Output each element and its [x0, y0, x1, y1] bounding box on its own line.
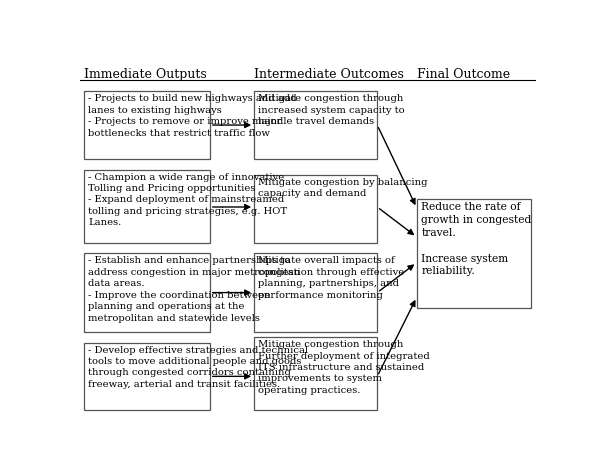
Text: - Develop effective strategies and technical
tools to move additional people and: - Develop effective strategies and techn… [88, 346, 308, 389]
Text: Immediate Outputs: Immediate Outputs [84, 68, 207, 81]
Text: - Establish and enhance partnerships to
address congestion in major metropolitan: - Establish and enhance partnerships to … [88, 256, 300, 323]
FancyBboxPatch shape [254, 91, 377, 159]
Text: Reduce the rate of
growth in congested
travel.

Increase system
reliability.: Reduce the rate of growth in congested t… [421, 202, 532, 276]
FancyBboxPatch shape [254, 337, 377, 410]
Text: Mitigate congestion by balancing
capacity and demand: Mitigate congestion by balancing capacit… [258, 178, 427, 199]
FancyBboxPatch shape [84, 91, 210, 159]
Text: Intermediate Outcomes: Intermediate Outcomes [254, 68, 404, 81]
FancyBboxPatch shape [254, 175, 377, 243]
Text: Mitigate congestion through
Further deployment of integrated
ITS infrastructure : Mitigate congestion through Further depl… [258, 340, 430, 395]
FancyBboxPatch shape [254, 254, 377, 332]
FancyBboxPatch shape [417, 199, 531, 308]
FancyBboxPatch shape [84, 170, 210, 243]
Text: Mitigate overall impacts of
congestion through effective
planning, partnerships,: Mitigate overall impacts of congestion t… [258, 256, 404, 300]
Text: - Projects to build new highways and add
lanes to existing highways
- Projects t: - Projects to build new highways and add… [88, 94, 296, 138]
Text: - Champion a wide range of innovative
Tolling and Pricing opportunities
- Expand: - Champion a wide range of innovative To… [88, 173, 287, 228]
Text: Mitigate congestion through
increased system capacity to
handle travel demands: Mitigate congestion through increased sy… [258, 94, 404, 126]
FancyBboxPatch shape [84, 342, 210, 410]
Text: Final Outcome: Final Outcome [417, 68, 510, 81]
FancyBboxPatch shape [84, 254, 210, 332]
